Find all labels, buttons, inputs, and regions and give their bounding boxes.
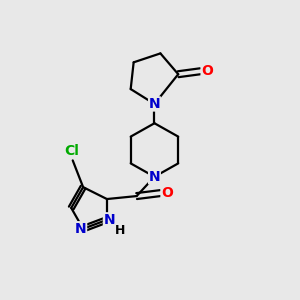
Text: Cl: Cl [64, 144, 79, 158]
Text: O: O [201, 64, 213, 78]
Text: N: N [148, 170, 160, 184]
Text: N: N [75, 222, 87, 236]
Text: N: N [148, 97, 160, 111]
Text: O: O [161, 186, 173, 200]
Text: H: H [115, 224, 125, 237]
Text: N: N [103, 213, 115, 227]
